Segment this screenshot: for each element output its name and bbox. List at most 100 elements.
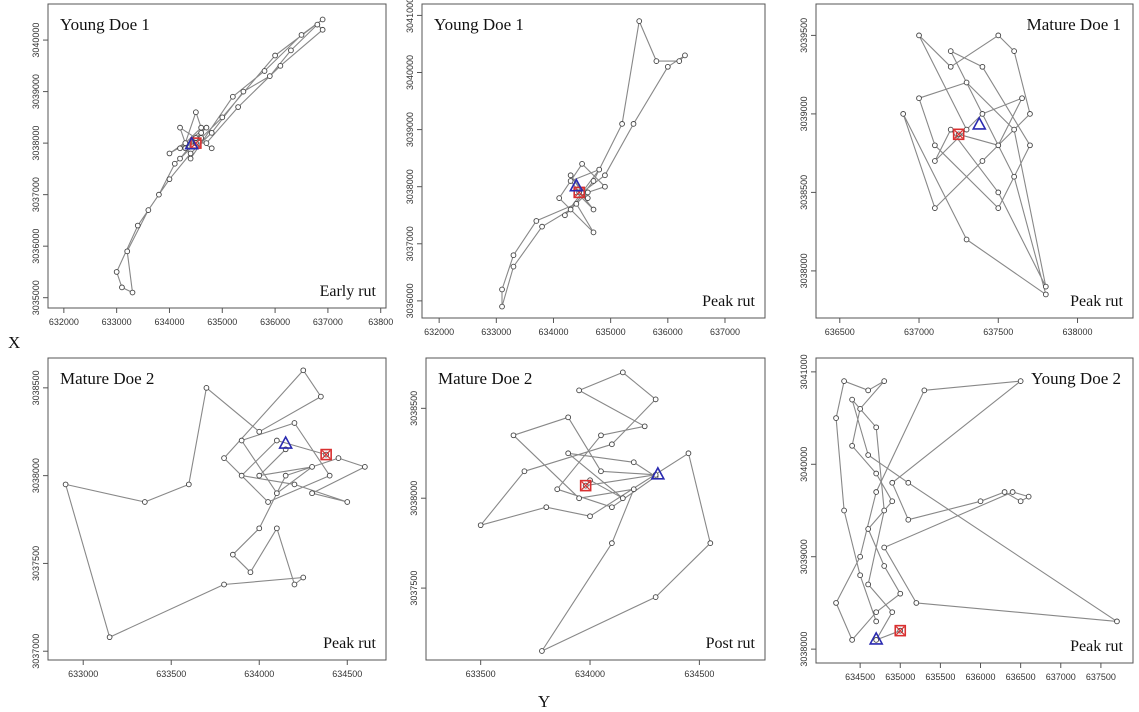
track-point — [587, 513, 593, 520]
track-point — [539, 223, 545, 230]
track-point — [865, 526, 872, 532]
track-line — [902, 34, 1047, 295]
x-tick-label: 635500 — [925, 672, 955, 682]
track-point — [881, 378, 888, 384]
y-tick-label: 3040000 — [799, 447, 809, 482]
track-point — [1019, 95, 1025, 102]
x-tick-label: 634000 — [244, 669, 274, 679]
track-point — [1001, 489, 1008, 495]
panel-title: Mature Doe 1 — [1027, 15, 1121, 34]
track-point — [314, 21, 321, 28]
track-point — [198, 129, 205, 136]
track-point — [1011, 173, 1017, 180]
track-point — [203, 384, 210, 391]
plot-area — [62, 367, 368, 641]
track-point — [256, 472, 263, 479]
start-marker — [320, 448, 332, 461]
track-point — [921, 387, 928, 394]
track-point — [857, 572, 863, 579]
start-marker — [894, 624, 907, 637]
x-tick-label: 634500 — [684, 669, 714, 679]
plot-frame — [421, 3, 766, 319]
plot-area — [113, 16, 326, 296]
track-point — [947, 48, 954, 54]
x-tick-label: 636000 — [260, 317, 290, 327]
track-point — [889, 479, 896, 486]
track-point — [319, 16, 326, 23]
end-marker — [868, 631, 884, 645]
track-point — [849, 442, 855, 449]
x-tick-label: 636500 — [1006, 672, 1036, 682]
track-point — [865, 452, 872, 458]
track-point — [291, 481, 298, 488]
end-marker — [569, 178, 584, 192]
start-marker-cross — [895, 626, 905, 636]
track-point — [947, 126, 954, 133]
panel-annotation: Peak rut — [1070, 638, 1123, 655]
track-point — [309, 490, 315, 497]
track-point — [573, 200, 580, 207]
track-point — [274, 490, 280, 497]
track-point — [873, 470, 880, 477]
y-tick-label: 3036000 — [405, 283, 415, 318]
track-point — [565, 414, 572, 421]
x-tick-label: 635000 — [207, 317, 237, 327]
track-point — [873, 637, 880, 643]
track-point — [562, 212, 568, 219]
track-point — [641, 423, 648, 430]
track-point — [897, 590, 904, 597]
track-point — [590, 178, 597, 184]
track-point — [235, 104, 241, 110]
track-point — [238, 472, 245, 479]
track-point — [277, 62, 284, 69]
panel-2: 632000 633000 634000 635000 636000 637000 3036… — [405, 0, 766, 337]
end-marker — [650, 466, 666, 480]
panel-title: Young Doe 2 — [1031, 369, 1121, 388]
x-tick-label: 632000 — [424, 327, 454, 337]
track-point — [609, 504, 615, 511]
panel-title: Mature Doe 2 — [438, 369, 532, 388]
plot-area — [833, 378, 1120, 645]
x-tick-label: 633500 — [156, 669, 186, 679]
track-point — [326, 472, 333, 479]
x-tick-label: 635000 — [885, 672, 915, 682]
y-tick-label: 3039000 — [799, 539, 809, 574]
track-point — [309, 464, 315, 470]
track-point — [247, 569, 254, 576]
track-point — [995, 32, 1002, 39]
track-point — [221, 581, 227, 588]
track-point — [932, 205, 938, 211]
track-point — [510, 432, 517, 439]
x-tick-label: 633500 — [466, 669, 496, 679]
track-point — [300, 367, 307, 374]
track-point — [995, 142, 1002, 149]
track-point — [1042, 291, 1049, 298]
start-marker-cross — [321, 450, 331, 459]
figure-xlabel: Y — [538, 692, 550, 711]
track-point — [565, 450, 572, 457]
track-point — [177, 124, 183, 131]
plot-area — [900, 32, 1049, 298]
track-point — [602, 172, 608, 179]
track-point — [881, 563, 888, 569]
x-tick-label: 634000 — [154, 317, 184, 327]
track-point — [187, 150, 194, 157]
track-point — [261, 68, 268, 74]
track-point — [203, 140, 210, 146]
track-point — [291, 581, 298, 588]
track-point — [881, 544, 888, 551]
track-point — [198, 124, 205, 131]
track-point — [947, 63, 954, 70]
panel-annotation: Post rut — [706, 635, 756, 652]
track-point — [979, 63, 986, 70]
start-marker-cross — [954, 129, 964, 139]
track-point — [274, 437, 280, 444]
track-point — [630, 121, 637, 127]
track-point — [1027, 142, 1033, 149]
y-tick-label: 3040000 — [31, 23, 41, 58]
plot-frame — [47, 357, 387, 661]
x-tick-label: 636000 — [653, 327, 683, 337]
x-tick-label: 634500 — [845, 672, 875, 682]
track-point — [833, 415, 839, 421]
track-point — [208, 129, 215, 136]
